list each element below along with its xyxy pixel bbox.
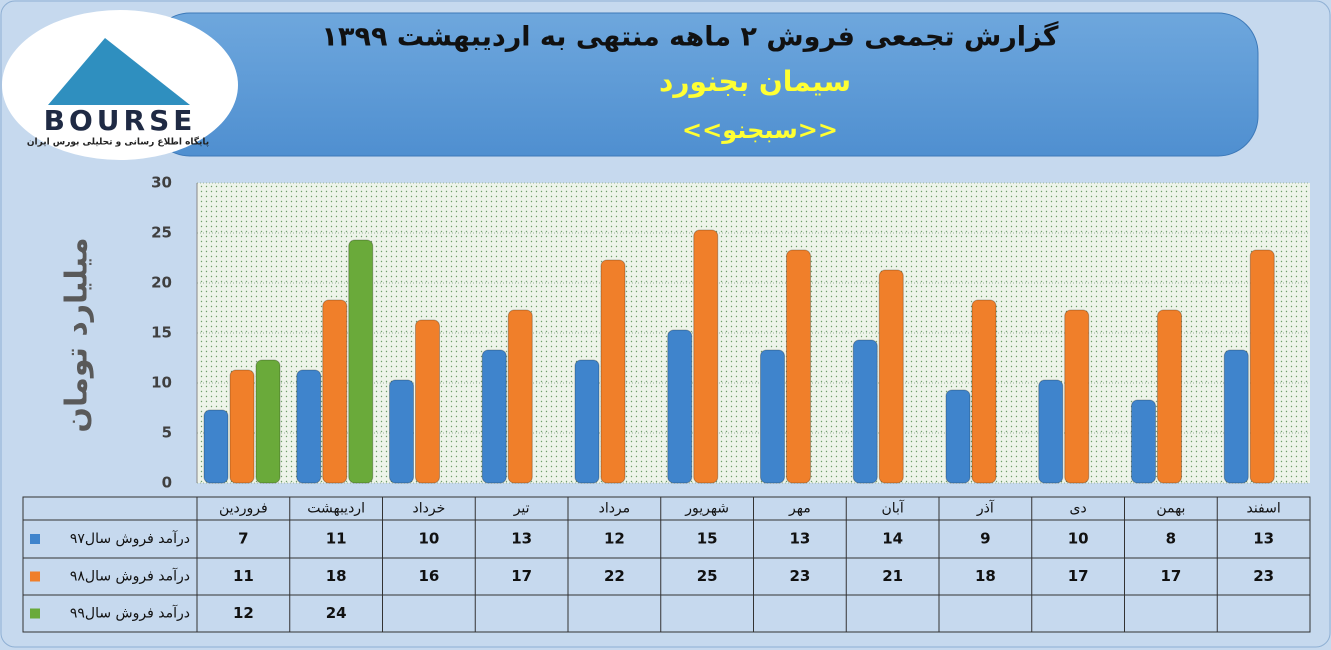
- x-tick-label: آبان: [881, 500, 904, 517]
- bar: [1223, 349, 1249, 484]
- bar: [1038, 379, 1064, 484]
- table-value: 13: [1253, 530, 1274, 548]
- x-tick-label: بهمن: [1156, 501, 1185, 517]
- table-value: 18: [975, 567, 996, 585]
- bar: [786, 249, 811, 484]
- table-value: 12: [233, 604, 254, 622]
- bar: [878, 269, 904, 484]
- bar: [255, 359, 281, 484]
- table-value: 21: [882, 567, 903, 585]
- table-value: 17: [1068, 567, 1089, 585]
- bar: [600, 259, 626, 484]
- x-tick-label: مرداد: [599, 501, 631, 517]
- table-value: 17: [511, 567, 532, 585]
- table-value: 8: [1166, 530, 1176, 548]
- legend-key: [30, 608, 40, 619]
- bar: [322, 299, 348, 484]
- table-value: 24: [326, 604, 347, 622]
- table-value: 11: [326, 530, 347, 548]
- bar: [1249, 249, 1275, 484]
- x-tick-label: خرداد: [413, 501, 446, 517]
- bar: [852, 339, 878, 484]
- y-tick-label: 20: [151, 274, 172, 292]
- logo-tagline: پایگاه اطلاع رسانی و تحلیلی بورس ایران: [27, 136, 209, 148]
- table-value: 16: [418, 567, 439, 585]
- x-tick-label: مهر: [788, 501, 811, 517]
- bar: [574, 359, 600, 484]
- legend-key: [30, 534, 40, 544]
- y-axis-label: میلیارد تومان: [60, 237, 95, 432]
- table-value: 10: [418, 530, 439, 548]
- bar: [1064, 309, 1090, 484]
- x-tick-label: اسفند: [1246, 501, 1280, 517]
- table-value: 12: [604, 530, 625, 548]
- bar: [415, 319, 440, 484]
- bar: [507, 309, 533, 484]
- chart-symbol: <<سبجنو>>: [682, 116, 838, 144]
- x-tick-label: فروردین: [219, 501, 268, 517]
- bar: [1131, 399, 1156, 484]
- legend-label: درآمد فروش سال۹۸: [70, 568, 190, 585]
- x-tick-label: اردیبهشت: [307, 501, 365, 517]
- chart-title: گزارش تجمعی فروش ۲ ماهه منتهی به اردیبهش…: [322, 21, 1059, 53]
- y-tick-label: 15: [151, 324, 172, 342]
- legend-label: درآمد فروش سال۹۹: [70, 605, 190, 622]
- table-value: 14: [882, 530, 903, 548]
- table-value: 15: [697, 530, 718, 548]
- table-value: 25: [697, 567, 718, 585]
- legend-key: [30, 571, 40, 582]
- chart-subtitle: سیمان بجنورد: [659, 65, 851, 98]
- bar: [296, 369, 322, 484]
- bar: [203, 409, 229, 484]
- table-value: 11: [233, 567, 254, 585]
- table-value: 23: [789, 567, 810, 585]
- table-value: 9: [980, 530, 990, 548]
- bar: [760, 349, 785, 484]
- y-tick-label: 5: [162, 424, 172, 442]
- x-tick-label: شهریور: [684, 501, 729, 517]
- table-value: 7: [238, 530, 248, 548]
- x-tick-label: دی: [1070, 501, 1087, 517]
- table-value: 10: [1068, 530, 1089, 548]
- logo-mark: [48, 38, 190, 105]
- table-value: 17: [1160, 567, 1181, 585]
- bar: [945, 389, 971, 484]
- bar: [693, 229, 719, 484]
- y-tick-label: 25: [151, 224, 172, 242]
- bar: [971, 299, 997, 484]
- bar: [229, 369, 255, 484]
- bar: [389, 379, 414, 484]
- table-value: 23: [1253, 567, 1274, 585]
- bar: [481, 349, 507, 484]
- x-tick-label: تیر: [513, 501, 530, 517]
- table-value: 22: [604, 567, 625, 585]
- bar: [1157, 309, 1182, 484]
- table-value: 18: [326, 567, 347, 585]
- logo-name: BOURSE: [44, 104, 197, 137]
- y-tick-label: 10: [151, 374, 172, 392]
- table-value: 13: [789, 530, 810, 548]
- table-bg: [22, 496, 1311, 633]
- bar: [348, 239, 374, 484]
- x-tick-label: آذر: [976, 500, 995, 517]
- table-value: 13: [511, 530, 532, 548]
- y-tick-label: 30: [151, 174, 172, 192]
- legend-label: درآمد فروش سال۹۷: [70, 530, 190, 547]
- y-tick-label: 0: [162, 474, 172, 492]
- bar: [667, 329, 693, 484]
